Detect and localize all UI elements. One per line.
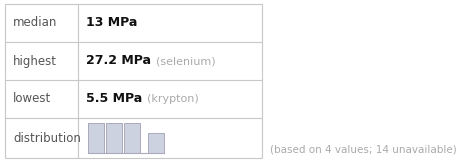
Text: (krypton): (krypton) bbox=[147, 94, 199, 104]
Text: (selenium): (selenium) bbox=[156, 56, 216, 66]
Text: median: median bbox=[13, 17, 58, 29]
Text: distribution: distribution bbox=[13, 132, 81, 145]
Text: 27.2 MPa: 27.2 MPa bbox=[86, 54, 151, 68]
Text: 5.5 MPa: 5.5 MPa bbox=[86, 93, 142, 105]
Bar bbox=[106, 123, 122, 153]
Bar bbox=[124, 123, 140, 153]
Text: (based on 4 values; 14 unavailable): (based on 4 values; 14 unavailable) bbox=[270, 145, 457, 155]
Text: lowest: lowest bbox=[13, 93, 51, 105]
Bar bbox=[88, 123, 104, 153]
Text: 13 MPa: 13 MPa bbox=[86, 17, 137, 29]
Bar bbox=[5, 4, 262, 158]
Bar bbox=[148, 133, 164, 153]
Text: highest: highest bbox=[13, 54, 57, 68]
